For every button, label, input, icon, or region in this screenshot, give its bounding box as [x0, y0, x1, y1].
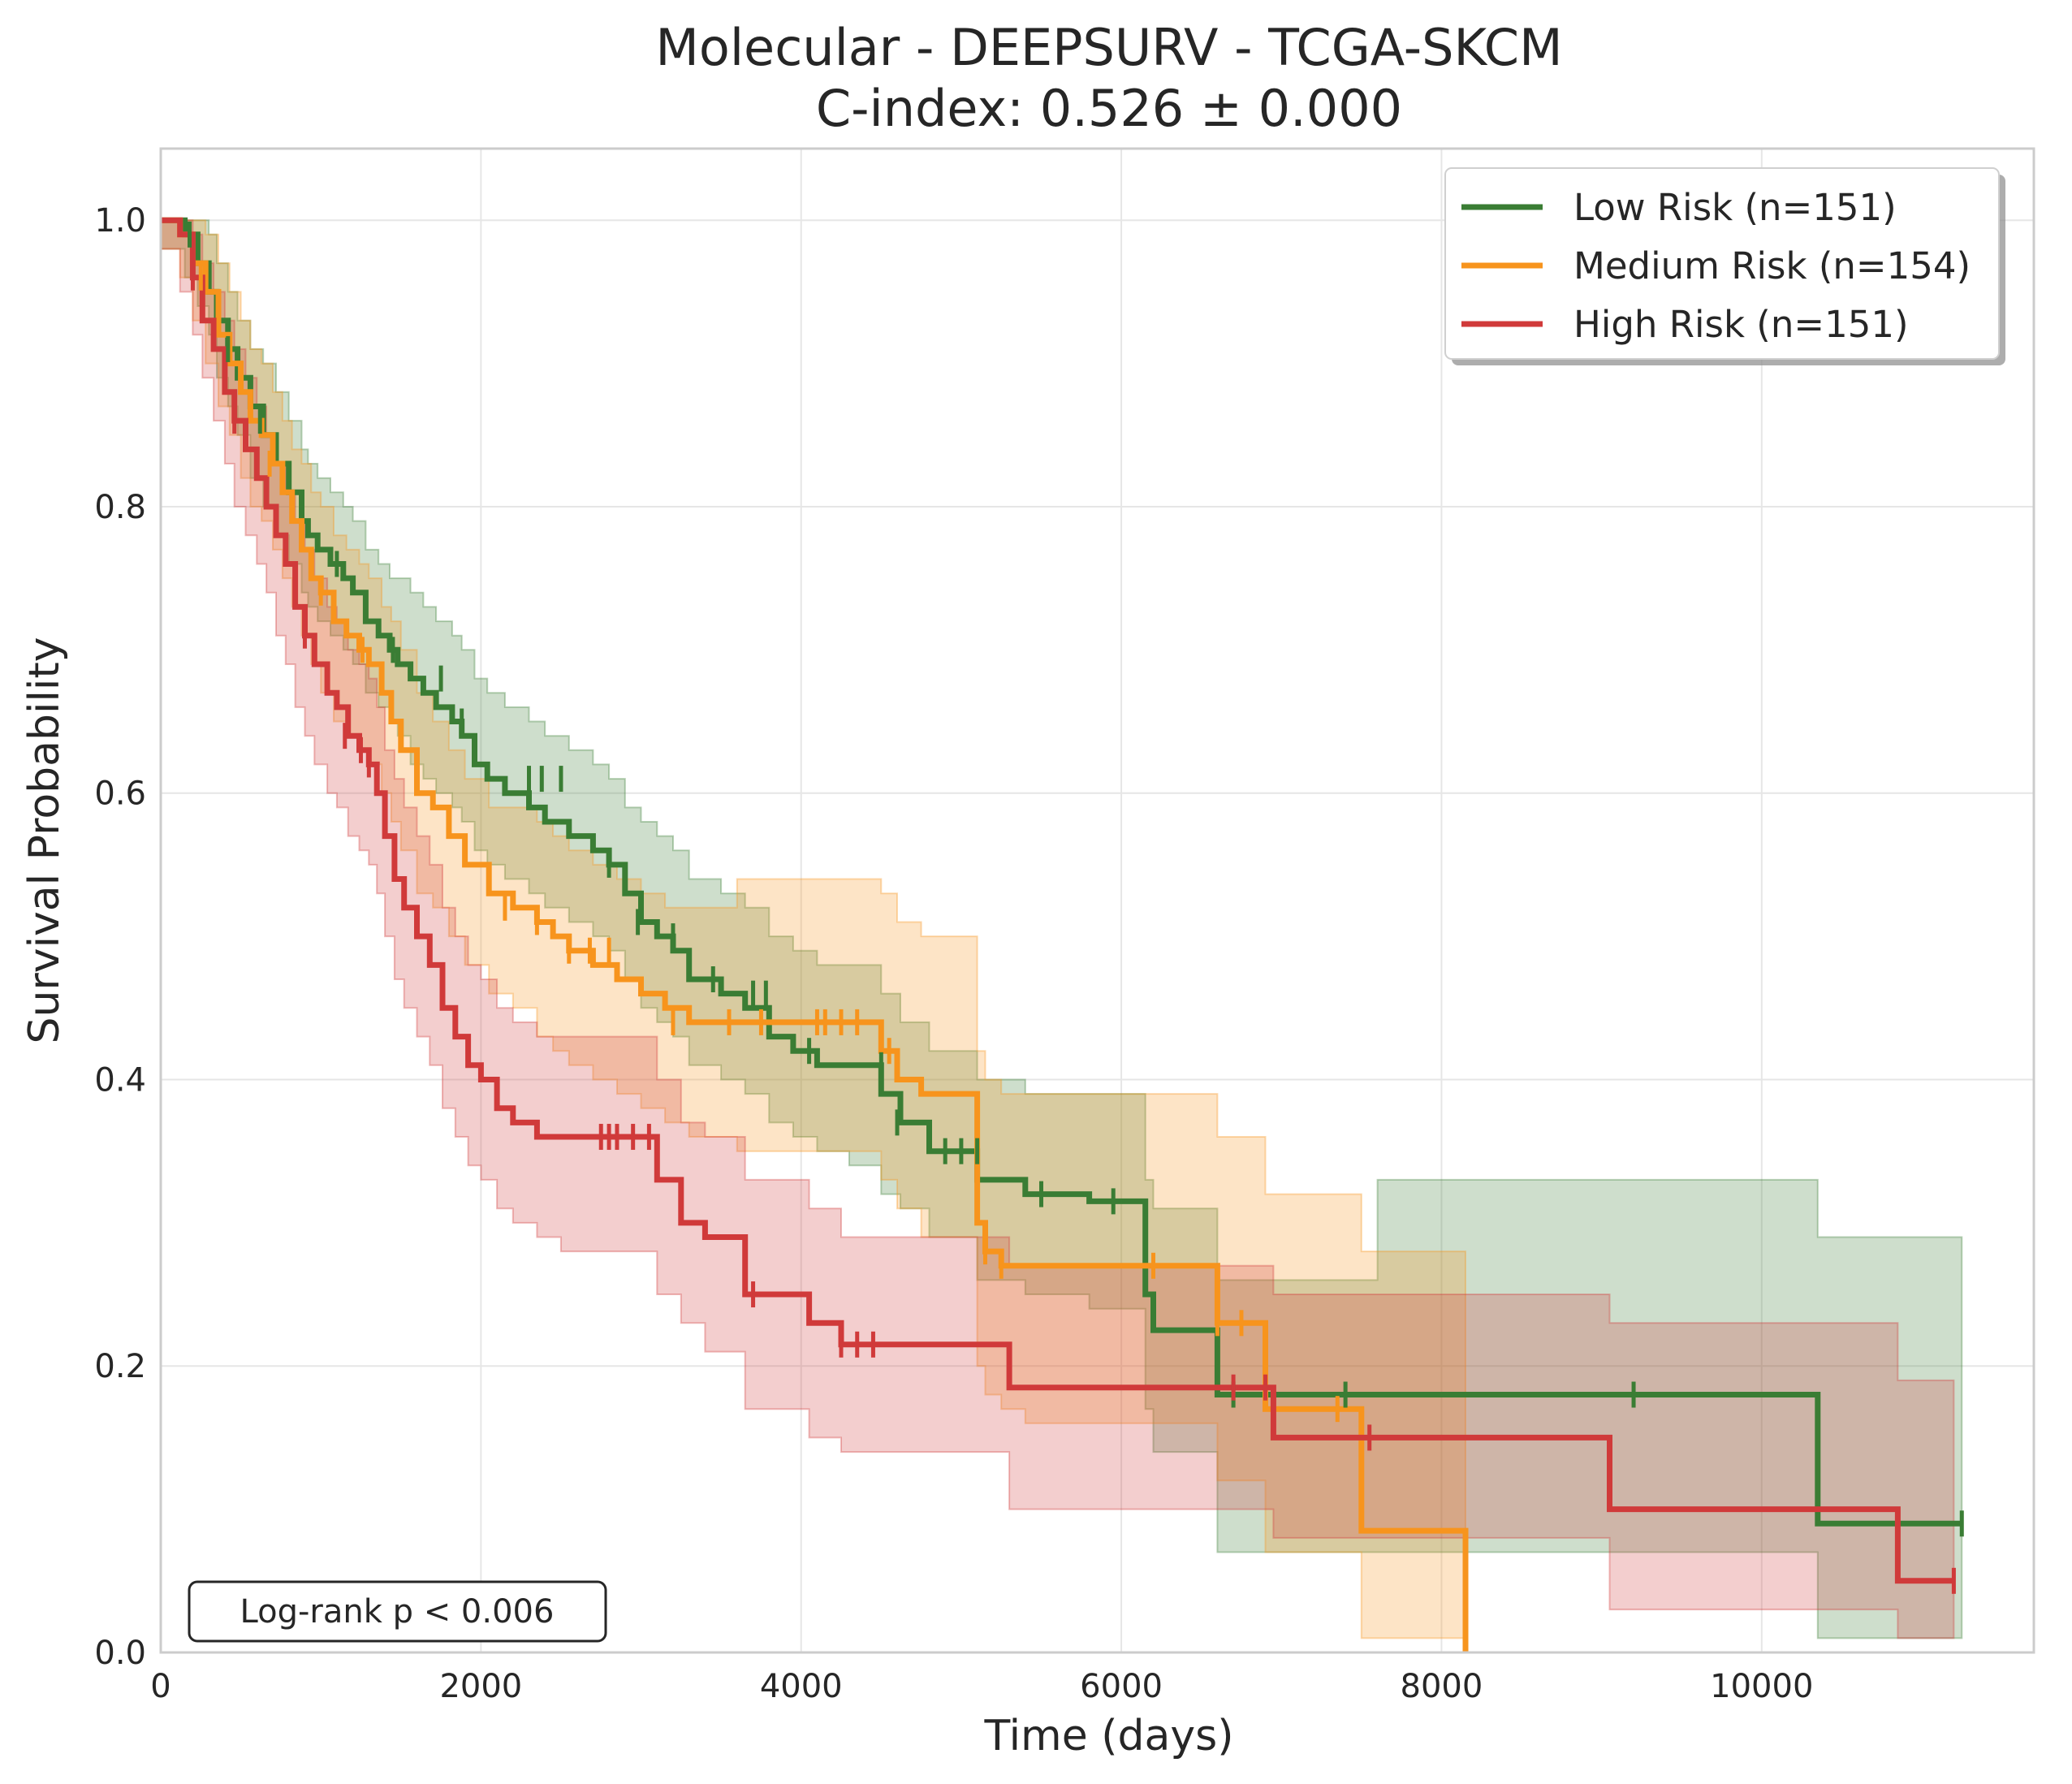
annotation-text: Log-rank p < 0.006 — [240, 1593, 555, 1631]
y-tick-label: 0.6 — [94, 775, 146, 813]
x-tick-label: 6000 — [1080, 1668, 1163, 1705]
x-tick-label: 4000 — [760, 1668, 843, 1705]
confidence-bands — [160, 219, 1963, 1652]
y-tick-label: 0.2 — [94, 1348, 146, 1385]
x-axis-label: Time (days) — [983, 1712, 1233, 1760]
annotation-box — [188, 1580, 607, 1643]
y-tick-label: 0.0 — [94, 1635, 146, 1672]
x-tick-label: 2000 — [439, 1668, 522, 1705]
y-tick-label: 1.0 — [94, 202, 146, 240]
ci-band-0 — [160, 219, 1963, 1639]
legend: Low Risk (n=151) Medium Risk (n=154) High … — [1444, 167, 2005, 365]
y-tick-label: 0.4 — [94, 1061, 146, 1099]
chart-title: Molecular - DEEPSURV - TCGA-SKCM — [655, 18, 1562, 77]
ci-band-1 — [160, 219, 1466, 1652]
x-axis-ticks: 0 2000 4000 6000 8000 10000 — [150, 1668, 1813, 1705]
censor-marks — [187, 221, 1964, 1594]
plot-frame — [159, 147, 2035, 1654]
x-tick-label: 8000 — [1401, 1668, 1483, 1705]
chart-subtitle: C-index: 0.526 ± 0.000 — [816, 79, 1402, 138]
km-curve-0 — [161, 217, 1962, 1527]
legend-label-2: High Risk (n=151) — [1573, 303, 1909, 346]
logrank-annotation: Log-rank p < 0.006 — [188, 1580, 607, 1643]
legend-box — [1444, 167, 2000, 360]
y-axis-ticks: 0.0 0.2 0.4 0.6 0.8 1.0 — [94, 202, 146, 1672]
x-tick-label: 10000 — [1710, 1668, 1813, 1705]
x-tick-label: 0 — [150, 1668, 171, 1705]
km-curve-2 — [161, 217, 1954, 1584]
y-tick-label: 0.8 — [94, 489, 146, 526]
legend-label-0: Low Risk (n=151) — [1573, 186, 1897, 229]
legend-label-1: Medium Risk (n=154) — [1573, 244, 1971, 287]
ci-band-2 — [160, 219, 1955, 1639]
y-axis-label: Survival Probability — [20, 637, 69, 1043]
